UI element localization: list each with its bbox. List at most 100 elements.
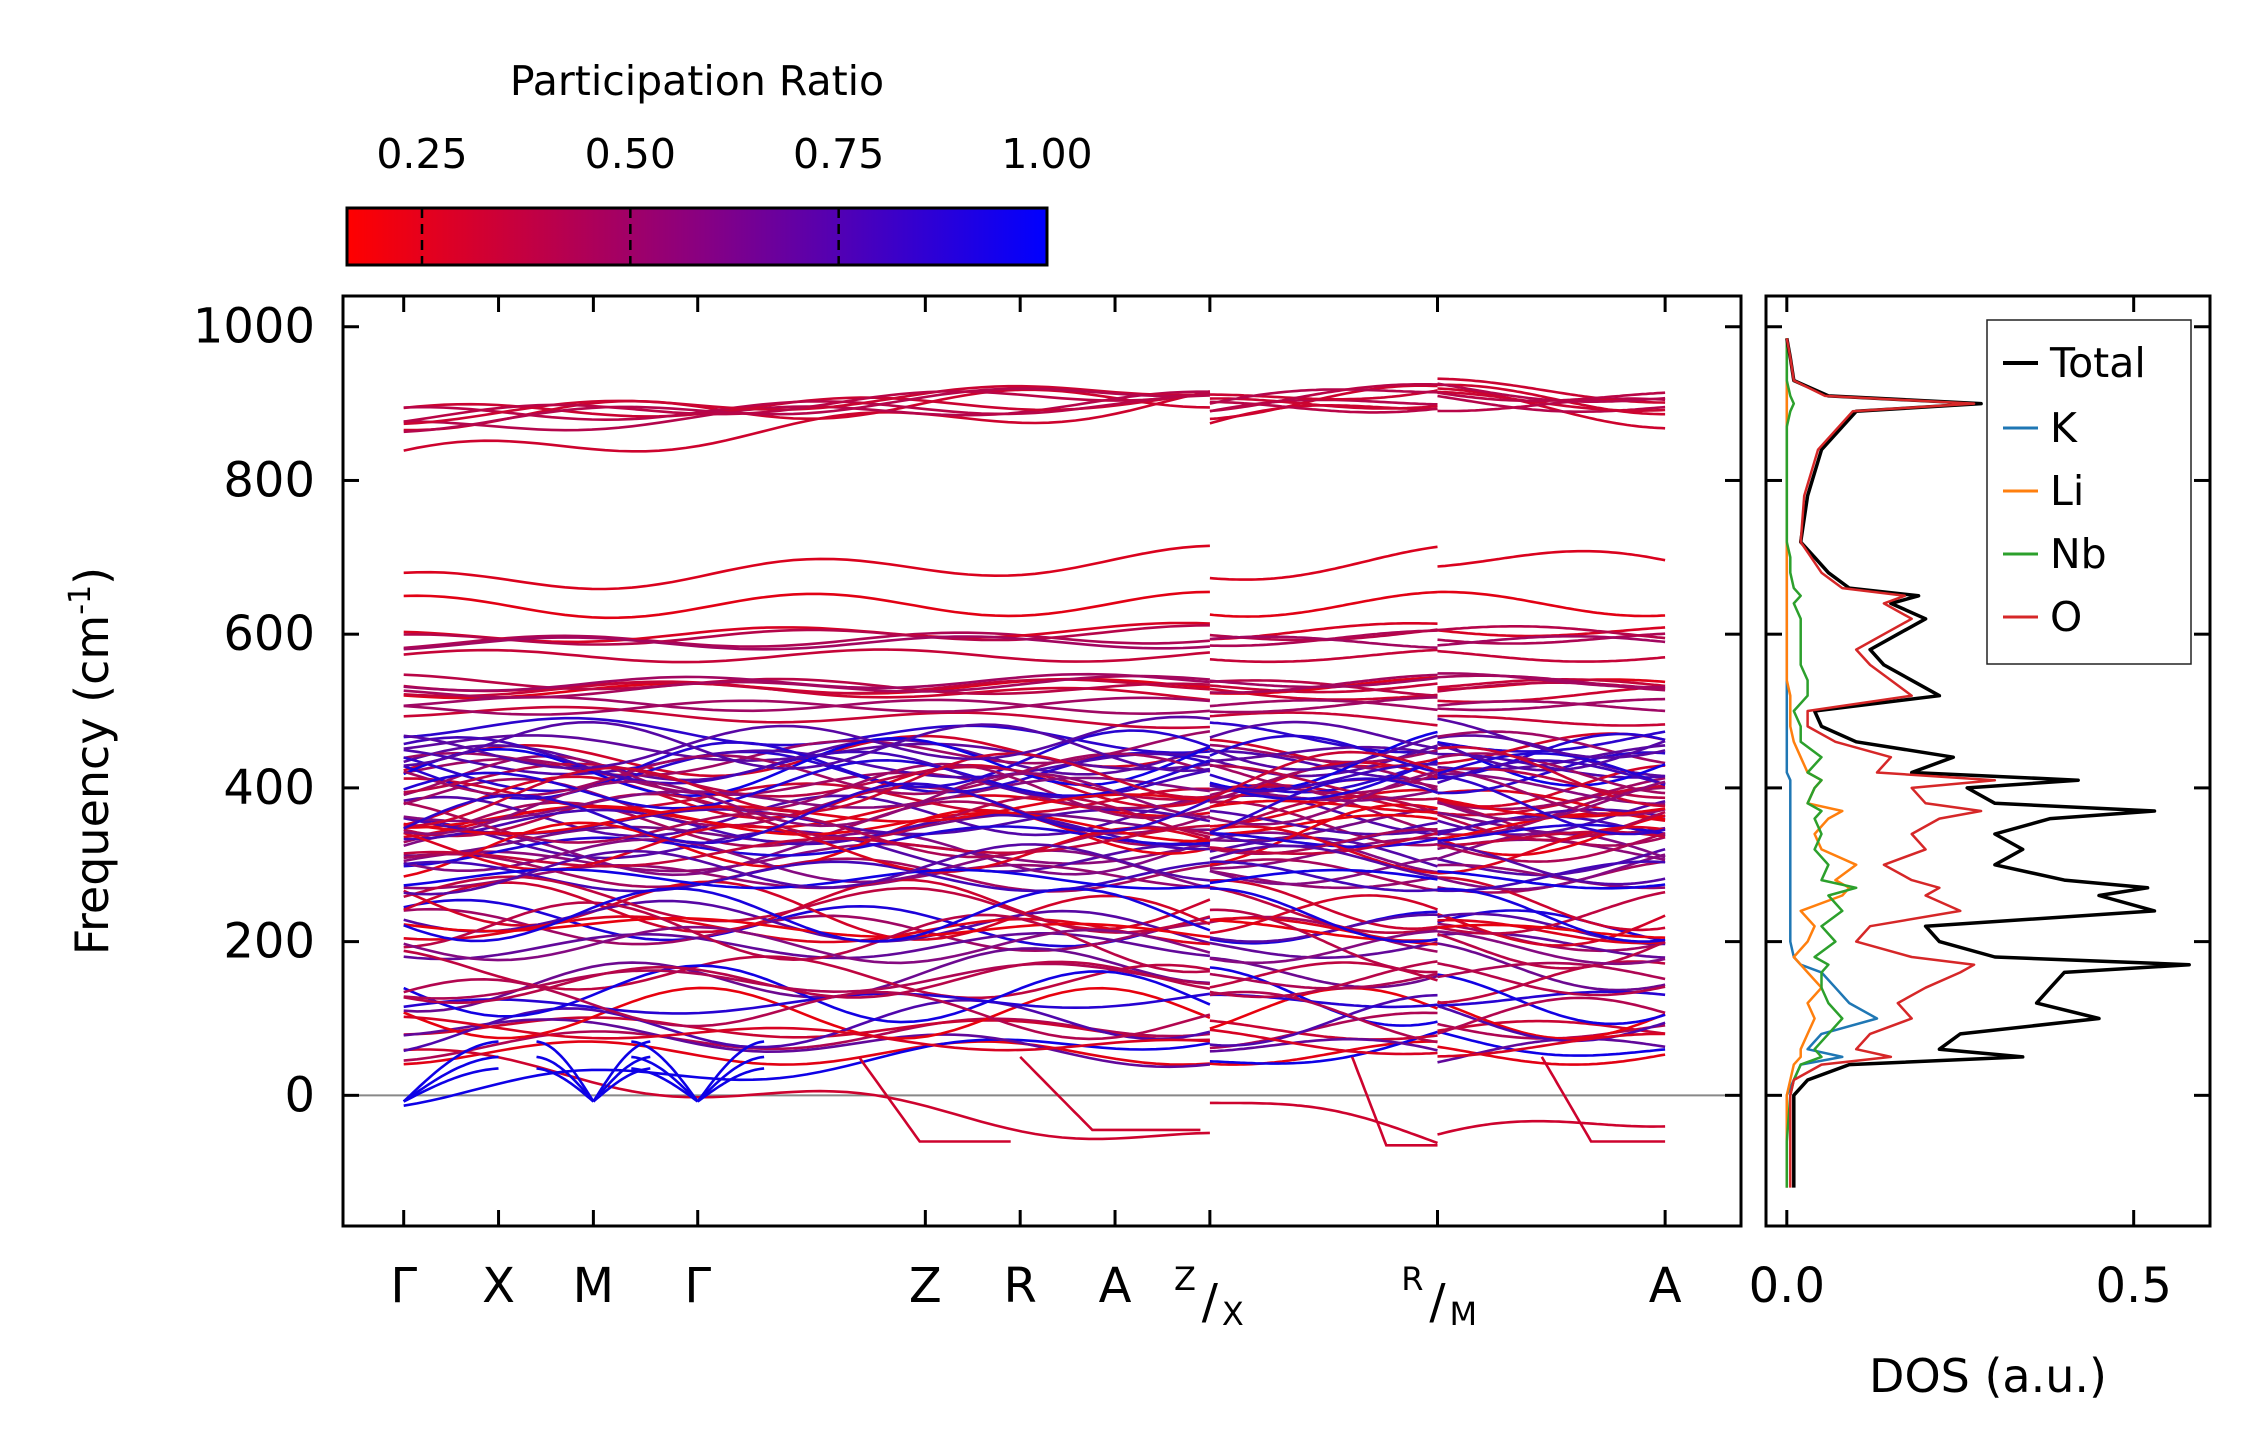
- x-tick-label: A: [1099, 1258, 1132, 1314]
- phonon-band: [1437, 549, 1666, 568]
- phonon-band: [1437, 810, 1666, 842]
- phonon-band: [1209, 878, 1438, 930]
- legend-label-nb: Nb: [2050, 530, 2107, 578]
- colorbar-label: Participation Ratio: [510, 57, 884, 105]
- x-tick-label: A: [1649, 1258, 1682, 1314]
- y-tick-label: 1000: [193, 299, 315, 355]
- colorbar-ticks: 0.25 0.50 0.75 1.00: [376, 130, 1093, 265]
- y-axis-label-sup: -1: [63, 585, 98, 615]
- colorbar-tick-label: 0.50: [585, 130, 676, 178]
- phonon-band: [403, 808, 1210, 851]
- acoustic-branch: [696, 1040, 765, 1103]
- phonon-band: [1209, 860, 1438, 893]
- phonon-band: [1437, 923, 1666, 939]
- phonon-band: [403, 875, 1211, 934]
- phonon-band: [403, 757, 1211, 810]
- phonon-band: [1437, 391, 1666, 403]
- phonon-band: [1209, 711, 1438, 727]
- phonon-band: [1437, 832, 1666, 863]
- dos-curves: [1785, 337, 2191, 1188]
- phonon-band: [1437, 960, 1666, 1005]
- phonon-band: [1209, 682, 1438, 694]
- phonon-band: [403, 977, 1211, 1041]
- phonon-band: [403, 754, 1211, 820]
- phonon-band: [403, 715, 1211, 770]
- x-tick-label: Γ: [390, 1258, 417, 1314]
- legend-label-k: K: [2050, 404, 2078, 452]
- phonon-band: [1209, 799, 1438, 814]
- x-tick-label: Γ: [684, 1258, 711, 1314]
- phonon-band: [1209, 887, 1438, 943]
- phonon-band: [403, 695, 1210, 716]
- acoustic-branch: [402, 1055, 499, 1103]
- phonon-band: [1437, 942, 1666, 992]
- phonon-band: [403, 932, 1211, 961]
- phonon-band: [1437, 912, 1666, 947]
- phonon-bands: [402, 377, 1666, 1147]
- phonon-band: [1209, 720, 1438, 750]
- phonon-band: [403, 762, 1211, 801]
- phonon-band: [1209, 844, 1438, 879]
- phonon-band: [403, 998, 1211, 1053]
- soft-mode-branch: [1019, 1055, 1201, 1132]
- phonon-band: [403, 898, 1211, 948]
- phonon-band: [1209, 676, 1438, 689]
- phonon-band: [403, 992, 1211, 1015]
- phonon-band: [1209, 400, 1438, 414]
- phonon-band: [1437, 918, 1666, 945]
- y-tick-label: 200: [223, 914, 315, 970]
- phonon-band: [1209, 941, 1438, 959]
- phonon-band: [403, 752, 1210, 828]
- phonon-band: [403, 394, 1210, 422]
- phonon-band: [403, 925, 1211, 965]
- phonon-band: [1209, 813, 1438, 836]
- acoustic-branch: [536, 1040, 595, 1103]
- phonon-band: [403, 843, 1211, 896]
- y-tick-label: 800: [223, 452, 315, 508]
- phonon-band: [1437, 1037, 1666, 1064]
- phonon-band: [403, 816, 1210, 873]
- phonon-band: [1437, 973, 1666, 1026]
- phonon-band: [1437, 870, 1666, 890]
- phonon-band: [1209, 858, 1438, 892]
- phonon-band: [403, 720, 1211, 773]
- phonon-band: [1437, 932, 1666, 970]
- phonon-band: [1209, 750, 1438, 800]
- phonon-band: [1209, 545, 1438, 581]
- phonon-band: [1209, 763, 1438, 793]
- acoustic-branch: [536, 1067, 595, 1103]
- x-tick-label-slash: /: [1202, 1274, 1219, 1330]
- phonon-band: [403, 672, 1211, 692]
- phonon-band: [1437, 672, 1666, 689]
- phonon-band: [1209, 908, 1438, 974]
- phonon-band: [1437, 930, 1666, 966]
- x-tick-label-top: Z: [1174, 1260, 1196, 1298]
- dos-x-axis-label: DOS (a.u.): [1869, 1349, 2107, 1403]
- acoustic-branch: [403, 1067, 499, 1103]
- phonon-band: [1209, 868, 1438, 885]
- phonon-band: [1209, 648, 1438, 664]
- phonon-band: [403, 390, 1211, 453]
- phonon-band: [1209, 990, 1438, 1044]
- soft-mode-branch: [857, 1056, 1011, 1143]
- phonon-band: [403, 772, 1211, 836]
- acoustic-branch: [592, 1040, 651, 1103]
- y-tick-label: 400: [223, 760, 315, 816]
- phonon-band: [403, 635, 1210, 651]
- phonon-band: [1437, 996, 1666, 1035]
- phonon-band: [403, 631, 1210, 650]
- phonon-band: [1209, 1101, 1438, 1145]
- phonon-band: [403, 1018, 1211, 1069]
- phonon-band: [1209, 1028, 1438, 1056]
- phonon-band: [1209, 1019, 1438, 1041]
- phonon-band: [1437, 752, 1666, 787]
- phonon-band: [1209, 699, 1438, 712]
- colorbar-tick-label: 1.00: [1001, 130, 1092, 178]
- phonon-band: [1437, 387, 1666, 430]
- phonon-band: [1209, 836, 1438, 868]
- x-tick-label: Z: [909, 1258, 942, 1314]
- phonon-band: [1437, 383, 1666, 416]
- phonon-band: [1437, 890, 1666, 935]
- phonon-band: [1437, 961, 1666, 981]
- phonon-band: [1209, 388, 1438, 405]
